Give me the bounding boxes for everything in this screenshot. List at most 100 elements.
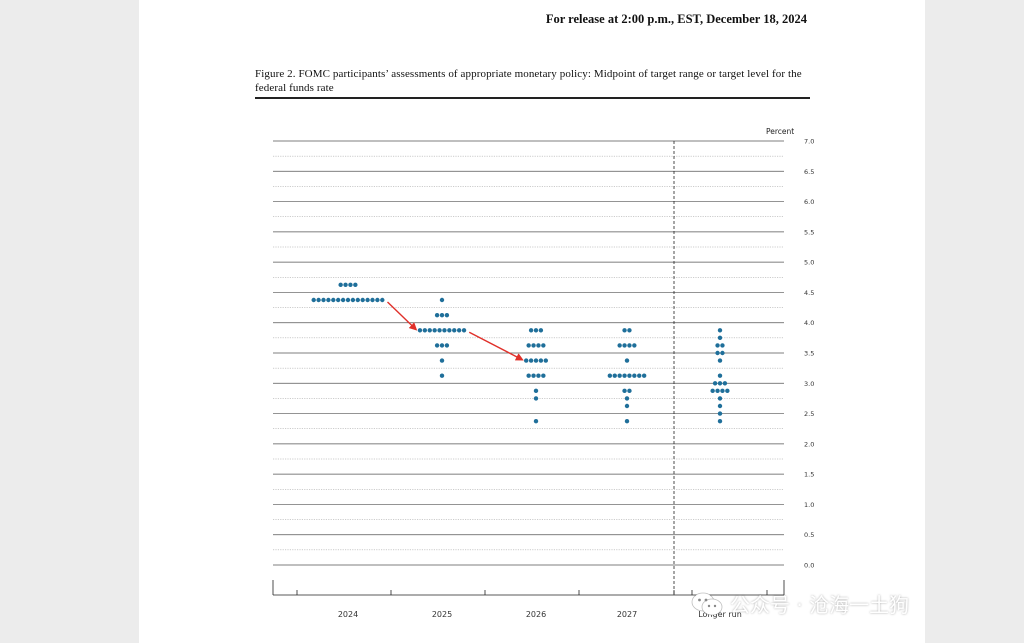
participant-dot — [617, 373, 622, 378]
y-tick-label: 6.5 — [804, 168, 814, 176]
participant-dot — [607, 373, 613, 378]
participant-dot — [444, 343, 450, 348]
x-category-label: Longer run — [698, 610, 742, 619]
participant-dot — [355, 297, 360, 303]
y-tick-label: 4.5 — [804, 289, 814, 297]
participant-dot — [316, 297, 321, 303]
participant-dot — [543, 358, 548, 363]
y-tick-label: 3.0 — [804, 380, 814, 388]
participant-dot — [627, 373, 632, 378]
participant-dot — [434, 312, 440, 318]
participant-dot — [627, 328, 632, 333]
participant-dot — [417, 328, 423, 333]
watermark: 公众号 · 沧海一土狗 — [690, 589, 909, 618]
participant-dot — [432, 328, 437, 333]
y-axis-unit-label: Percent — [766, 127, 794, 136]
y-tick-label: 6.0 — [804, 198, 814, 206]
y-tick-label: 4.0 — [804, 319, 814, 327]
y-tick-label: 2.0 — [804, 440, 814, 448]
watermark-text: 公众号 · 沧海一土狗 — [730, 593, 910, 617]
participant-dot — [528, 328, 534, 333]
participant-dot — [439, 373, 445, 378]
participant-dot — [632, 343, 637, 348]
y-tick-label: 2.5 — [804, 410, 814, 418]
participant-dot — [528, 358, 534, 363]
participant-dot — [427, 328, 432, 333]
participant-dot — [722, 381, 728, 386]
participant-dot — [717, 335, 723, 341]
participant-dot — [439, 312, 445, 318]
participant-dot — [720, 350, 725, 356]
participant-dot — [717, 411, 723, 416]
y-tick-label: 5.0 — [804, 259, 814, 267]
participant-dot — [717, 396, 723, 401]
participant-dot — [538, 358, 544, 363]
participant-dot — [326, 297, 331, 303]
participant-dot — [365, 297, 370, 303]
participant-dot — [452, 328, 457, 333]
participant-dot — [715, 350, 720, 356]
participant-dot — [353, 282, 358, 288]
participant-dot — [311, 297, 316, 303]
participant-dot — [343, 282, 348, 288]
wechat-icon — [690, 591, 724, 617]
participant-dot — [348, 282, 353, 288]
x-category-label: 2025 — [432, 610, 452, 619]
participant-dot — [627, 343, 632, 348]
participant-dot — [725, 388, 730, 394]
participant-dot — [331, 297, 336, 303]
participant-dot — [350, 297, 356, 303]
y-tick-label: 0.0 — [804, 562, 814, 570]
participant-dot — [712, 381, 718, 386]
participant-dot — [422, 328, 428, 333]
document-page: For release at 2:00 p.m., EST, December … — [139, 0, 925, 643]
participant-dot — [541, 373, 546, 378]
participant-dot — [526, 373, 531, 378]
participant-dot — [717, 381, 723, 386]
participant-dot — [370, 297, 375, 303]
participant-dot — [541, 343, 546, 348]
x-category-label: 2027 — [617, 610, 637, 619]
participant-dot — [717, 358, 723, 363]
participant-dot — [461, 328, 467, 333]
participant-dot — [720, 343, 725, 348]
participant-dot — [720, 388, 725, 394]
participant-dot — [338, 282, 343, 288]
caption-rule — [255, 97, 810, 99]
participant-dot — [637, 373, 642, 378]
figure-caption: Figure 2. FOMC participants’ assessments… — [255, 68, 802, 94]
participant-dot — [533, 388, 539, 394]
annotation-arrow — [387, 301, 418, 331]
x-category-label: 2026 — [526, 610, 546, 619]
participant-dot — [538, 328, 544, 333]
participant-dot — [632, 373, 637, 378]
participant-dot — [336, 297, 341, 303]
participant-dot — [624, 358, 630, 363]
participant-dot — [375, 297, 380, 303]
release-line: For release at 2:00 p.m., EST, December … — [545, 12, 807, 26]
participant-dot — [717, 403, 723, 409]
participant-dot — [524, 358, 529, 363]
y-tick-label: 3.5 — [804, 350, 814, 358]
participant-dot — [531, 343, 536, 348]
participant-dot — [340, 297, 346, 303]
participant-dot — [533, 328, 539, 333]
y-tick-label: 7.0 — [804, 138, 814, 146]
participant-dot — [321, 297, 326, 303]
participant-dot — [380, 297, 385, 303]
x-category-label: 2024 — [338, 610, 358, 619]
participant-dot — [345, 297, 351, 303]
participant-dot — [533, 396, 539, 401]
y-tick-label: 0.5 — [804, 531, 814, 539]
participant-dot — [624, 418, 630, 424]
participant-dot — [531, 373, 536, 378]
participant-dot — [717, 328, 723, 333]
y-tick-label: 1.0 — [804, 501, 814, 509]
participant-dot — [437, 328, 442, 333]
participant-dot — [360, 297, 365, 303]
participant-dot — [439, 358, 445, 363]
participant-dot — [710, 388, 715, 394]
participant-dot — [447, 328, 452, 333]
participant-dot — [622, 373, 627, 378]
participant-dot — [533, 418, 539, 424]
